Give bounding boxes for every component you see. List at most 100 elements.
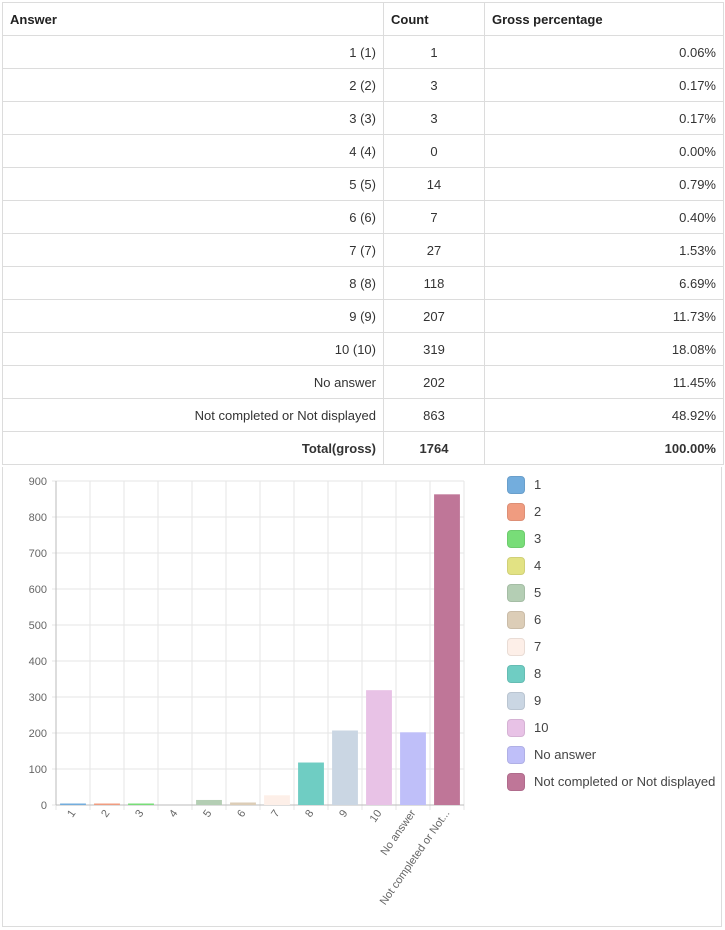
table-body: 1 (1) 1 0.06% 2 (2) 3 0.17% 3 (3) 3 0.17% 4 (4) 0 0… (2, 35, 724, 465)
table-header-row: Answer Count Gross percentage (2, 2, 724, 36)
bar-9[interactable] (332, 730, 358, 805)
percentage-cell: 48.92% (484, 398, 724, 432)
legend-item[interactable]: 1 (505, 476, 720, 494)
x-tick-label: 8 (303, 808, 316, 820)
count-cell: 14 (383, 167, 485, 201)
table-row: 2 (2) 3 0.17% (2, 68, 724, 102)
legend-swatch (507, 773, 525, 791)
bar-6[interactable] (230, 802, 256, 805)
answer-column-header: Answer (2, 2, 384, 36)
count-cell: 3 (383, 68, 485, 102)
y-tick-label: 800 (29, 512, 47, 524)
bar-10[interactable] (366, 690, 392, 805)
legend-label: 9 (534, 693, 542, 708)
count-cell: 7 (383, 200, 485, 234)
legend-swatch (507, 638, 525, 656)
chart-panel: 0 100 200 300 400 500 600 700 800 900 1 2 3 4 5 6 7 8 9 10 N… (2, 467, 722, 927)
bar-3[interactable] (128, 803, 154, 806)
legend-swatch (507, 503, 525, 521)
legend-item[interactable]: 2 (505, 503, 720, 521)
bar-7[interactable] (264, 795, 290, 805)
percentage-cell: 0.40% (484, 200, 724, 234)
y-tick-label: 200 (29, 728, 47, 740)
bar-5[interactable] (196, 799, 222, 805)
legend-swatch (507, 746, 525, 764)
y-tick-label: 500 (29, 620, 47, 632)
x-tick-label: 4 (167, 808, 180, 820)
y-tick-label: 0 (41, 800, 47, 812)
bar-12[interactable] (434, 494, 460, 805)
legend-label: 5 (534, 585, 542, 600)
x-tick-label: 2 (99, 808, 112, 820)
legend-label: 10 (534, 720, 549, 735)
legend-swatch (507, 665, 525, 683)
legend-label: 4 (534, 558, 542, 573)
legend-item[interactable]: 9 (505, 692, 720, 710)
x-tick-label: 10 (368, 808, 385, 825)
table-row: 4 (4) 0 0.00% (2, 134, 724, 168)
count-cell: 863 (383, 398, 485, 432)
answer-cell: 4 (4) (2, 134, 384, 168)
table-row: 8 (8) 118 6.69% (2, 266, 724, 300)
bar-chart: 0 100 200 300 400 500 600 700 800 900 1 2 3 4 5 6 7 8 9 10N… (29, 476, 465, 908)
table-row: 6 (6) 7 0.40% (2, 200, 724, 234)
x-tick-label: 5 (201, 808, 214, 820)
legend-item[interactable]: 10 (505, 719, 720, 737)
legend-item[interactable]: No answer (505, 746, 720, 764)
answer-cell: 2 (2) (2, 68, 384, 102)
count-cell: 202 (383, 365, 485, 399)
bar-1[interactable] (60, 803, 86, 806)
legend-label: 6 (534, 612, 542, 627)
table-row: 7 (7) 27 1.53% (2, 233, 724, 267)
answer-cell: 3 (3) (2, 101, 384, 135)
legend-label: 3 (534, 531, 542, 546)
answer-cell: 6 (6) (2, 200, 384, 234)
legend-swatch (507, 476, 525, 494)
answer-cell: 8 (8) (2, 266, 384, 300)
count-cell: 118 (383, 266, 485, 300)
total-percentage-cell: 100.00% (484, 431, 724, 465)
x-tick-label: 1 (65, 808, 78, 820)
bar-2[interactable] (94, 803, 120, 806)
legend-swatch (507, 692, 525, 710)
legend-swatch (507, 584, 525, 602)
legend-item[interactable]: 5 (505, 584, 720, 602)
y-tick-label: 700 (29, 548, 47, 560)
x-tick-label: 7 (269, 808, 282, 820)
total-count-cell: 1764 (383, 431, 485, 465)
legend-item[interactable]: 7 (505, 638, 720, 656)
percentage-cell: 0.17% (484, 68, 724, 102)
x-tick-label: 9 (337, 808, 350, 820)
count-cell: 3 (383, 101, 485, 135)
percentage-cell: 11.73% (484, 299, 724, 333)
answer-cell: 9 (9) (2, 299, 384, 333)
percentage-cell: 0.17% (484, 101, 724, 135)
table-row: 3 (3) 3 0.17% (2, 101, 724, 135)
legend-swatch (507, 530, 525, 548)
y-tick-label: 300 (29, 692, 47, 704)
legend-label: Not completed or Not displayed (534, 774, 716, 789)
count-column-header: Count (383, 2, 485, 36)
legend-item[interactable]: 8 (505, 665, 720, 683)
percentage-cell: 11.45% (484, 365, 724, 399)
gross-percentage-column-header: Gross percentage (484, 2, 724, 36)
table-row: Not completed or Not displayed 863 48.92% (2, 398, 724, 432)
percentage-cell: 1.53% (484, 233, 724, 267)
total-row: Total(gross) 1764 100.00% (2, 431, 724, 465)
table-row: No answer 202 11.45% (2, 365, 724, 399)
bar-8[interactable] (298, 762, 324, 805)
statistics-table: Answer Count Gross percentage 1 (1) 1 0.06… (2, 2, 724, 465)
x-tick-label: Not completed or Not... (378, 808, 453, 908)
table-row: 5 (5) 14 0.79% (2, 167, 724, 201)
x-tick-label: 3 (133, 808, 146, 820)
legend-item[interactable]: Not completed or Not displayed (505, 773, 720, 791)
legend-label: 7 (534, 639, 542, 654)
legend-label: No answer (534, 747, 597, 762)
table-row: 1 (1) 1 0.06% (2, 35, 724, 69)
bar-11[interactable] (400, 732, 426, 805)
legend-label: 2 (534, 504, 542, 519)
legend-item[interactable]: 4 (505, 557, 720, 575)
answer-cell: Not completed or Not displayed (2, 398, 384, 432)
legend-item[interactable]: 6 (505, 611, 720, 629)
legend-item[interactable]: 3 (505, 530, 720, 548)
